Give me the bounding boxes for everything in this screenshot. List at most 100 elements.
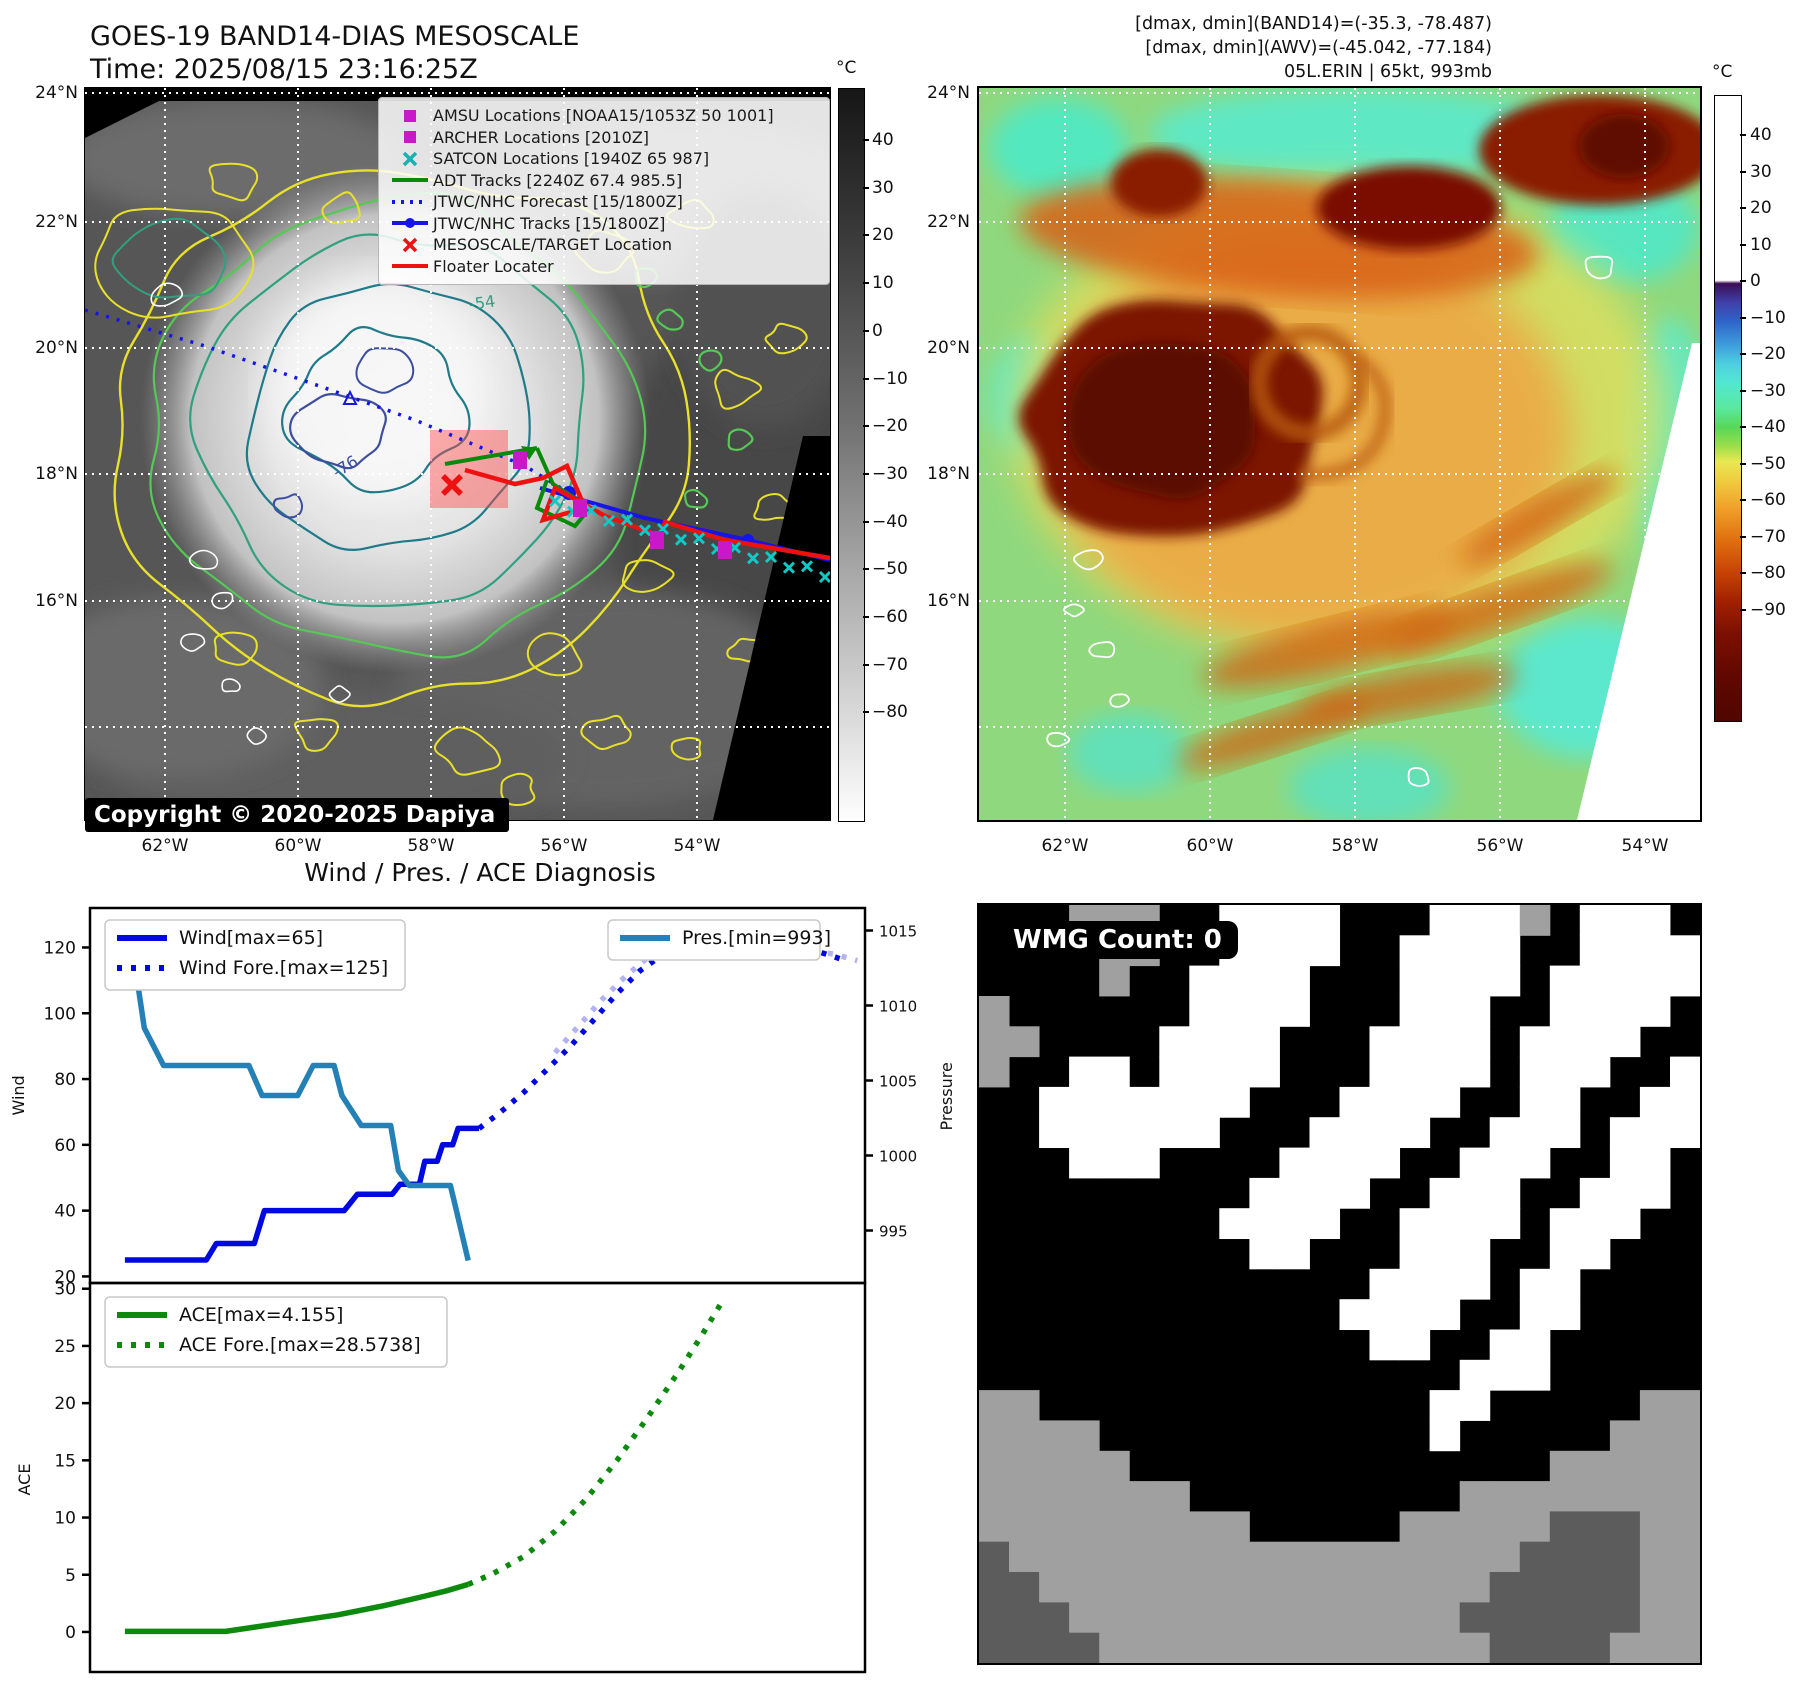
satR-lat-tick: 18°N xyxy=(927,464,970,484)
square-marker-icon xyxy=(387,129,433,145)
chart-legend-label: ACE[max=4.155] xyxy=(179,1304,343,1326)
dotted-marker-icon xyxy=(387,194,433,210)
satL-lon-tick: 62°W xyxy=(141,836,189,856)
wind-ytick: 100 xyxy=(44,1004,76,1024)
colorbar-awv-tickmark xyxy=(1740,608,1746,611)
satL-lon-tick: 56°W xyxy=(540,836,588,856)
chart-legend-label: Pres.[min=993] xyxy=(682,927,831,949)
ace-ytick: 15 xyxy=(54,1451,76,1471)
satL-lat-tick: 24°N xyxy=(35,83,78,103)
wind-pres-ace-charts: 204060801001209951000100510101015Wind[ma… xyxy=(9,906,956,1674)
colorbar-band14-tick: −40 xyxy=(872,511,908,532)
satL-lat-tick: 16°N xyxy=(35,591,78,611)
colorbar-awv-tickmark xyxy=(1740,462,1746,465)
colorbar-band14-tickmark xyxy=(863,377,869,380)
colorbar-awv-tick: 10 xyxy=(1750,234,1772,255)
wind-axis-label: Wind xyxy=(9,1075,28,1115)
colorbar-awv xyxy=(1714,95,1742,722)
legend-item-4: JTWC/NHC Forecast [15/1800Z] xyxy=(387,191,819,213)
colorbar-band14-tick: 40 xyxy=(872,130,894,150)
wmg-mask-image xyxy=(979,905,1700,1663)
satR-lon-tick: 60°W xyxy=(1186,836,1234,856)
ace-ytick: 25 xyxy=(54,1337,76,1357)
legend-item-label: AMSU Locations [NOAA15/1053Z 50 1001] xyxy=(433,106,774,126)
legend-item-1: ARCHER Locations [2010Z] xyxy=(387,127,819,149)
pressure-ytick: 1000 xyxy=(879,1148,917,1166)
colorbar-band14-tickmark xyxy=(863,568,869,571)
wind-ytick: 80 xyxy=(54,1070,76,1090)
legend-item-6: MESOSCALE/TARGET Location xyxy=(387,234,819,256)
colorbar-awv-tick: −80 xyxy=(1750,563,1786,583)
pressure-ytick: 1015 xyxy=(879,923,917,941)
ace-ytick: 5 xyxy=(65,1566,76,1586)
chart-legend-label: ACE Fore.[max=28.5738] xyxy=(179,1334,421,1356)
colorbar-band14-tickmark xyxy=(863,139,869,141)
colorbar-awv-tick: −50 xyxy=(1750,453,1786,474)
x-marker-icon xyxy=(387,151,433,167)
colorbar-awv-tickmark xyxy=(1740,389,1746,392)
colorbar-band14-tick: −10 xyxy=(872,368,908,389)
legend-item-label: ADT Tracks [2240Z 67.4 985.5] xyxy=(433,170,683,190)
satL-lat-tick: 22°N xyxy=(35,212,78,232)
copyright-banner: Copyright © 2020-2025 Dapiya xyxy=(85,798,510,832)
colorbar-awv-tickmark xyxy=(1740,243,1746,246)
satL-lon-tick: 60°W xyxy=(274,836,322,856)
chart-legend-label: Wind[max=65] xyxy=(179,927,323,949)
x-marker-icon xyxy=(387,237,433,253)
colorbar-awv-tick: −30 xyxy=(1750,380,1786,401)
header-info: [dmax, dmin](BAND14)=(-35.3, -78.487) [d… xyxy=(1135,12,1492,84)
legend-item-label: SATCON Locations [1940Z 65 987] xyxy=(433,149,710,169)
satR-lon-tick: 62°W xyxy=(1041,836,1089,856)
colorbar-band14-unit: °C xyxy=(836,58,857,78)
product-title: GOES-19 BAND14-DIAS MESOSCALE xyxy=(90,21,580,52)
colorbar-awv-unit: °C xyxy=(1712,62,1733,82)
colorbar-awv-tickmark xyxy=(1740,134,1746,136)
colorbar-band14-tickmark xyxy=(863,329,869,332)
satR-lat-tick: 16°N xyxy=(927,591,970,611)
colorbar-band14-tickmark xyxy=(863,663,869,666)
colorbar-awv-tickmark xyxy=(1740,426,1746,428)
legend-item-0: AMSU Locations [NOAA15/1053Z 50 1001] xyxy=(387,105,819,127)
colorbar-awv-tick: 30 xyxy=(1750,161,1772,182)
legend-item-label: JTWC/NHC Tracks [15/1800Z] xyxy=(433,213,666,233)
wind-ytick: 120 xyxy=(44,938,76,958)
ace-ytick: 0 xyxy=(65,1623,76,1643)
colorbar-band14-tickmark xyxy=(863,425,869,428)
ace-ytick: 10 xyxy=(54,1509,76,1529)
wmg-count-label: WMG Count: 0 xyxy=(997,921,1238,959)
legend-item-2: SATCON Locations [1940Z 65 987] xyxy=(387,148,819,170)
colorbar-band14-tickmark xyxy=(863,520,869,523)
satL-lat-tick: 18°N xyxy=(35,464,78,484)
colorbar-band14-tick: −50 xyxy=(872,559,908,580)
storm-id-intensity: 05L.ERIN | 65kt, 993mb xyxy=(1283,62,1492,82)
colorbar-awv-tickmark xyxy=(1740,280,1746,282)
colorbar-band14-tick: −80 xyxy=(872,702,908,723)
wind-ytick: 20 xyxy=(54,1267,76,1287)
contour-label-outer: -54 xyxy=(468,292,497,314)
pressure-ytick: 1010 xyxy=(879,998,917,1016)
legend-item-label: JTWC/NHC Forecast [15/1800Z] xyxy=(433,192,683,212)
colorbar-band14-tick: 0 xyxy=(872,320,883,341)
legend-item-3: ADT Tracks [2240Z 67.4 985.5] xyxy=(387,170,819,192)
product-timestamp: Time: 2025/08/15 23:16:25Z xyxy=(90,54,478,85)
satL-lat-tick: 20°N xyxy=(35,338,78,358)
colorbar-band14-tickmark xyxy=(863,234,869,237)
legend-item-label: Floater Locater xyxy=(433,256,554,276)
colorbar-awv-tick: −70 xyxy=(1750,526,1786,547)
satR-lat-tick: 20°N xyxy=(927,338,970,358)
colorbar-band14-tickmark xyxy=(863,282,869,285)
dmax-dmin-awv: [dmax, dmin](AWV)=(-45.042, -77.184) xyxy=(1145,38,1492,58)
wmg-panel: WMG Count: 0 xyxy=(977,903,1702,1665)
satL-lon-tick: 54°W xyxy=(673,836,721,856)
pressure-axis-label: Pressure xyxy=(937,1062,956,1130)
colorbar-awv-tickmark xyxy=(1740,499,1746,501)
satR-lat-tick: 24°N xyxy=(927,83,970,103)
colorbar-band14-tick: −30 xyxy=(872,463,908,484)
ace-ytick: 20 xyxy=(54,1394,76,1414)
colorbar-band14 xyxy=(838,88,865,822)
chart-legend-label: Wind Fore.[max=125] xyxy=(179,957,388,979)
colorbar-band14-tickmark xyxy=(863,186,869,189)
colorbar-band14-tickmark xyxy=(863,616,869,618)
line-marker-icon xyxy=(387,172,433,188)
